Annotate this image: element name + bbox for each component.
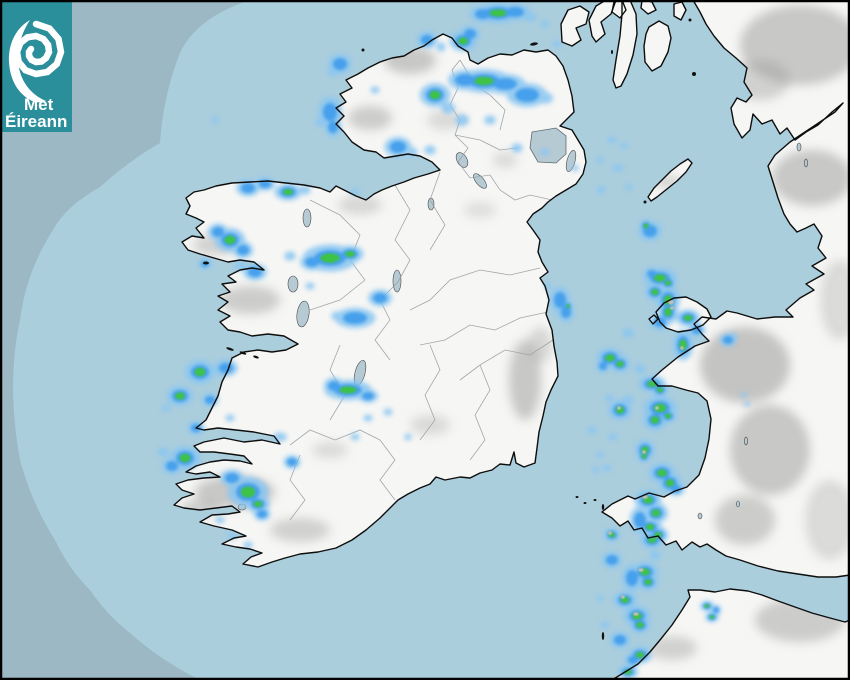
lough-neagh: [529, 127, 567, 164]
islet: [593, 499, 597, 501]
islet: [239, 351, 247, 355]
islet: [226, 347, 234, 351]
islet: [692, 72, 696, 76]
terrain-shading: [180, 5, 850, 660]
islet: [688, 18, 692, 22]
islet: [601, 504, 605, 510]
small-islands: [203, 18, 696, 640]
hurricane-swirl-icon: [8, 20, 65, 103]
islet: [361, 48, 365, 52]
islet: [643, 200, 647, 204]
islet: [203, 261, 209, 265]
met-eireann-logo: Met Éireann: [2, 2, 72, 132]
logo-text-line2: Éireann: [5, 112, 67, 131]
islet: [583, 502, 587, 504]
radar-precipitation-layer: [157, 2, 751, 679]
islet: [611, 50, 613, 54]
islet: [601, 632, 605, 640]
islet: [575, 496, 579, 498]
logo-text-line1: Met: [24, 95, 54, 114]
islet: [253, 355, 259, 359]
islet: [530, 42, 538, 46]
